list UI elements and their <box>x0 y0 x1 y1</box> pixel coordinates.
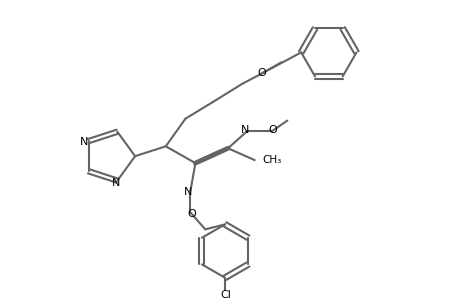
Text: N: N <box>240 125 248 136</box>
Text: N: N <box>184 187 192 197</box>
Text: N: N <box>112 178 120 188</box>
Text: CH₃: CH₃ <box>262 155 281 165</box>
Text: O: O <box>257 68 265 78</box>
Text: Cl: Cl <box>220 290 231 300</box>
Text: O: O <box>187 208 196 218</box>
Text: N: N <box>79 137 88 147</box>
Text: O: O <box>268 125 276 136</box>
